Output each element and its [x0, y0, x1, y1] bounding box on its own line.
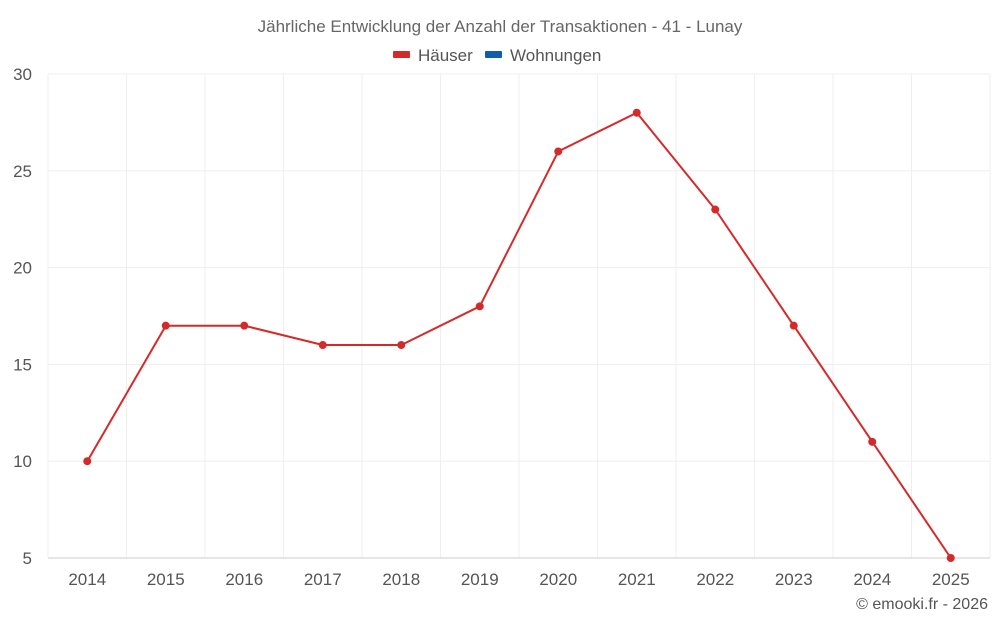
x-tick-label: 2018: [382, 570, 420, 589]
y-axis: 5 10 15 20 25 30: [13, 65, 32, 568]
y-tick-label: 30: [13, 65, 32, 84]
x-tick-label: 2015: [147, 570, 185, 589]
x-tick-label: 2017: [304, 570, 342, 589]
legend-swatch-hauser: [393, 51, 410, 58]
data-point[interactable]: [711, 205, 720, 214]
x-tick-label: 2023: [775, 570, 813, 589]
chart-title: Jährliche Entwicklung der Anzahl der Tra…: [258, 17, 743, 36]
credit-text: © emooki.fr - 2026: [856, 596, 988, 613]
legend-swatch-wohnungen: [485, 51, 502, 58]
data-point[interactable]: [318, 341, 327, 350]
data-point[interactable]: [946, 554, 955, 562]
y-tick-label: 25: [13, 162, 32, 181]
x-tick-label: 2024: [853, 570, 891, 589]
data-point[interactable]: [789, 321, 798, 330]
x-tick-label: 2022: [696, 570, 734, 589]
data-point[interactable]: [475, 302, 484, 311]
legend: Häuser Wohnungen: [393, 46, 601, 65]
x-axis: 2014 2015 2016 2017 2018 2019 2020 2021 2022 2023…: [68, 570, 969, 589]
data-point[interactable]: [161, 321, 170, 330]
y-tick-label: 5: [23, 549, 32, 568]
series-line-h-user: [86, 111, 952, 559]
x-tick-label: 2020: [539, 570, 577, 589]
legend-label-wohnungen: Wohnungen: [510, 46, 601, 65]
y-tick-label: 20: [13, 259, 32, 278]
legend-item-hauser[interactable]: Häuser: [393, 46, 473, 65]
grid: [47, 73, 991, 559]
data-point[interactable]: [397, 341, 406, 350]
data-point[interactable]: [554, 147, 563, 156]
x-tick-label: 2021: [618, 570, 656, 589]
legend-item-wohnungen[interactable]: Wohnungen: [485, 46, 601, 65]
x-tick-label: 2019: [461, 570, 499, 589]
legend-label-hauser: Häuser: [418, 46, 473, 65]
data-point[interactable]: [240, 321, 249, 330]
series-layer: [83, 108, 955, 562]
data-point[interactable]: [632, 108, 641, 117]
data-point[interactable]: [868, 437, 877, 446]
x-tick-label: 2014: [68, 570, 106, 589]
x-tick-label: 2025: [932, 570, 970, 589]
y-tick-label: 15: [13, 355, 32, 374]
y-tick-label: 10: [13, 452, 32, 471]
x-tick-label: 2016: [225, 570, 263, 589]
data-point[interactable]: [83, 457, 92, 466]
